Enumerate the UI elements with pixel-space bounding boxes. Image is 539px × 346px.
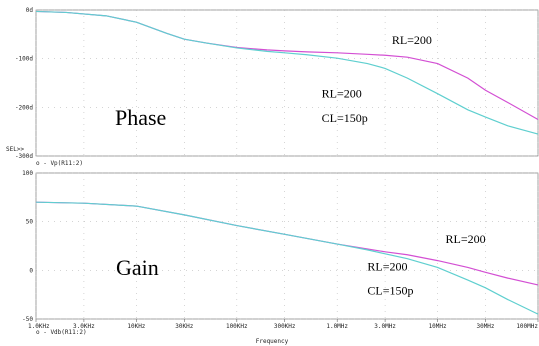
x-tick-label: 100MHz — [516, 323, 538, 330]
phase-annotation: RL=200 — [392, 33, 432, 47]
phase-annotation: CL=150p — [322, 111, 368, 125]
gain-y-tick-label: 50 — [26, 219, 34, 226]
phase-grid — [35, 9, 539, 157]
gain-panel: 100 50 0 -50 Gain RL=200 RL=200 CL=150p o - V… — [22, 170, 539, 336]
gain-series-rl200-cl150p — [35, 201, 539, 315]
phase-trace-label: o - Vp(R11:2) — [36, 160, 83, 167]
gain-y-tick-label: -50 — [22, 316, 33, 323]
gain-trace-label: o - Vdb(R11:2) — [36, 329, 87, 336]
phase-annotation: RL=200 — [322, 87, 362, 101]
x-tick-label: 100KHz — [226, 323, 248, 330]
gain-panel-label: Gain — [116, 255, 159, 280]
gain-annotation: RL=200 — [446, 232, 486, 246]
gain-y-tick-labels: 100 50 0 -50 — [22, 170, 33, 323]
phase-y-tick-label: -200d — [15, 104, 33, 111]
gain-annotations: RL=200 RL=200 CL=150p — [367, 232, 485, 298]
x-tick-label: 3.0KHz — [73, 323, 95, 330]
x-tick-labels: 1.0KHz 3.0KHz 10KHz 30KHz 100KHz 300KHz 1.0MHz… — [28, 319, 538, 330]
phase-y-tick-label: -100d — [15, 56, 33, 63]
x-axis-label: Frequency — [256, 338, 289, 345]
x-tick-label: 10KHz — [127, 323, 145, 330]
gain-y-tick-label: 100 — [22, 170, 33, 177]
x-tick-label: 300KHz — [274, 323, 296, 330]
phase-annotations: RL=200 RL=200 CL=150p — [322, 33, 432, 125]
x-tick-label: 30KHz — [175, 323, 193, 330]
gain-plot-area — [35, 172, 539, 320]
phase-panel-label: Phase — [115, 105, 166, 130]
sel-marker: SEL>> — [6, 146, 24, 153]
x-tick-label: 1.0KHz — [28, 323, 50, 330]
gain-annotation: CL=150p — [367, 284, 413, 298]
phase-y-tick-label: 0d — [26, 7, 34, 14]
x-tick-label: 3.0MHz — [374, 323, 396, 330]
gain-y-tick-label: 0 — [29, 267, 33, 274]
phase-y-tick-label: -300d — [15, 153, 33, 160]
x-tick-label: 10MHz — [429, 323, 447, 330]
gain-series — [35, 201, 539, 315]
phase-series-rl200-cl150p — [35, 10, 539, 135]
phase-plot-area — [35, 9, 539, 157]
x-tick-label: 30MHz — [476, 323, 494, 330]
phase-panel: 0d -100d -200d -300d Phase RL=200 RL=200 CL=1… — [6, 7, 539, 167]
x-tick-label: 1.0MHz — [326, 323, 348, 330]
phase-series — [35, 10, 539, 135]
gain-annotation: RL=200 — [367, 259, 407, 273]
gain-grid — [35, 172, 539, 320]
phase-y-tick-labels: 0d -100d -200d -300d — [15, 7, 33, 160]
